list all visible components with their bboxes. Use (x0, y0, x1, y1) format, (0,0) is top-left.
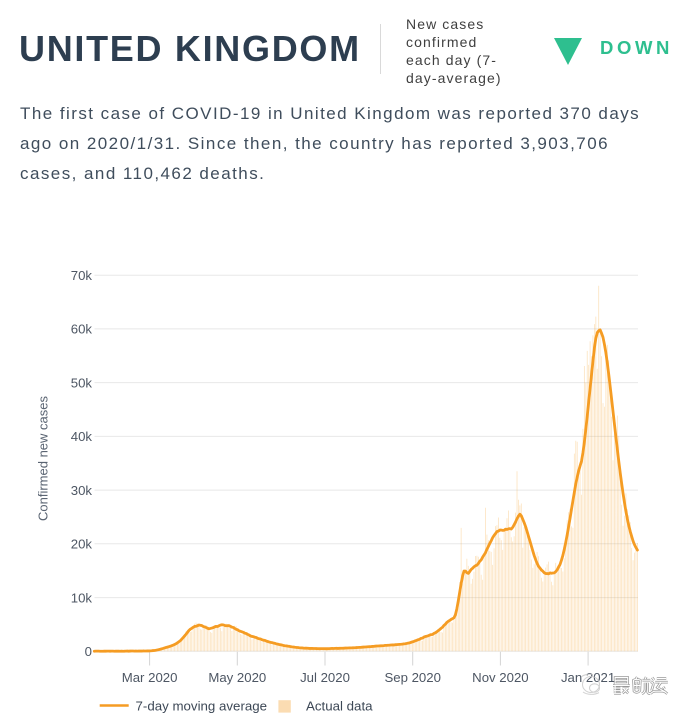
svg-text:Mar 2020: Mar 2020 (122, 670, 178, 685)
svg-text:40k: 40k (71, 429, 93, 444)
svg-text:10k: 10k (71, 590, 93, 605)
svg-text:60k: 60k (71, 322, 93, 337)
svg-text:May 2020: May 2020 (208, 670, 266, 685)
svg-text:Actual data: Actual data (306, 699, 373, 714)
svg-text:Nov 2020: Nov 2020 (472, 670, 528, 685)
svg-text:30k: 30k (71, 483, 93, 498)
svg-text:20k: 20k (71, 537, 93, 552)
svg-text:50k: 50k (71, 375, 93, 390)
svg-text:Jul 2020: Jul 2020 (300, 670, 350, 685)
svg-text:0: 0 (85, 644, 92, 659)
svg-text:Sep 2020: Sep 2020 (384, 670, 440, 685)
svg-text:70k: 70k (71, 268, 93, 283)
svg-text:Confirmed new cases: Confirmed new cases (36, 396, 51, 521)
svg-text:7-day moving average: 7-day moving average (136, 699, 268, 714)
